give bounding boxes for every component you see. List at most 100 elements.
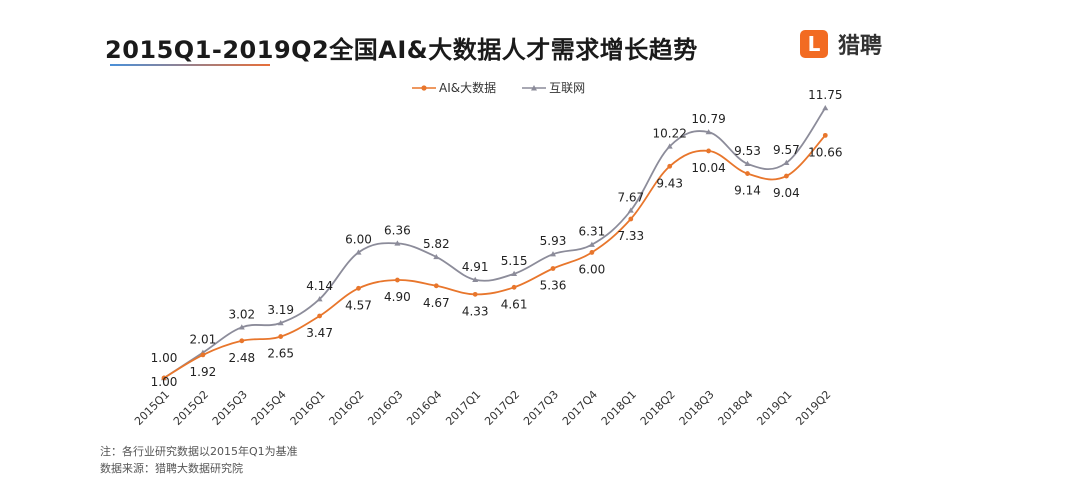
series-line-internet [163, 107, 827, 379]
data-point-ai-2016Q4 [433, 283, 439, 289]
legend-label-internet: 互联网 [549, 81, 586, 95]
footnote-baseline: 注：各行业研究数据以2015年Q1为基准 [100, 445, 298, 458]
x-tick-label-2016Q4: 2016Q4 [404, 388, 444, 428]
data-point-ai-2019Q1 [784, 173, 789, 179]
x-tick-label-2018Q4: 2018Q4 [716, 388, 756, 428]
x-tick-label-2016Q1: 2016Q1 [288, 388, 328, 428]
data-point-internet-2017Q1 [472, 276, 479, 282]
data-point-ai-2015Q1 [161, 375, 167, 381]
data-label-ai-2015Q3: 2.48 [228, 351, 255, 365]
data-label-ai-2015Q1: 1.00 [151, 375, 178, 389]
data-label-internet-2016Q2: 6.00 [345, 232, 372, 246]
data-label-internet-2015Q3: 3.02 [228, 307, 255, 321]
data-point-internet-2016Q1 [316, 296, 323, 302]
data-label-internet-2019Q1: 9.57 [773, 143, 800, 157]
data-point-internet-2015Q3 [238, 324, 245, 330]
data-point-internet-2018Q3 [705, 129, 712, 135]
data-label-internet-2016Q3: 6.36 [384, 223, 411, 237]
data-point-ai-2015Q3 [239, 338, 245, 344]
data-label-ai-2017Q4: 6.00 [579, 262, 606, 276]
data-point-internet-2017Q4 [588, 241, 595, 247]
data-point-ai-2019Q2 [822, 132, 828, 138]
data-label-ai-2018Q3: 10.04 [691, 161, 725, 175]
data-point-internet-2018Q2 [666, 143, 673, 149]
data-label-ai-2015Q2: 1.92 [190, 365, 217, 379]
data-label-internet-2015Q4: 3.19 [267, 303, 294, 317]
x-tick-label-2016Q3: 2016Q3 [365, 388, 405, 428]
data-point-internet-2018Q4 [744, 160, 751, 166]
x-tick-label-2018Q3: 2018Q3 [677, 388, 717, 428]
legend-label-ai: AI&大数据 [439, 81, 497, 95]
data-point-internet-2019Q1 [783, 159, 790, 165]
brand-logo-glyph: L [807, 32, 821, 56]
data-label-internet-2016Q4: 5.82 [423, 237, 450, 251]
x-tick-label-2017Q3: 2017Q3 [521, 388, 561, 428]
x-tick-label-2019Q1: 2019Q1 [754, 388, 794, 428]
brand-name: 猎聘 [838, 34, 883, 59]
x-tick-label-2017Q4: 2017Q4 [560, 388, 600, 428]
data-label-internet-2017Q2: 5.15 [501, 254, 528, 268]
footnotes: 注：各行业研究数据以2015年Q1为基准 数据来源：猎聘大数据研究院 [100, 443, 298, 477]
data-point-internet-2016Q3 [394, 240, 401, 246]
data-label-internet-2015Q2: 2.01 [190, 333, 217, 347]
data-label-ai-2017Q1: 4.33 [462, 304, 489, 318]
x-tick-label-2015Q3: 2015Q3 [210, 388, 250, 428]
x-tick-label-2017Q1: 2017Q1 [443, 388, 483, 428]
x-tick-label-2015Q1: 2015Q1 [132, 388, 172, 428]
data-point-internet-2015Q4 [277, 319, 284, 326]
data-label-ai-2018Q4: 9.14 [734, 184, 761, 198]
data-point-internet-2018Q1 [627, 207, 634, 213]
x-tick-label-2017Q2: 2017Q2 [482, 388, 522, 428]
data-point-ai-2018Q4 [745, 171, 750, 176]
data-point-internet-2019Q2 [822, 105, 829, 111]
data-label-ai-2017Q2: 4.61 [501, 297, 528, 311]
series-line-ai [163, 134, 826, 379]
data-label-internet-2018Q3: 10.79 [691, 112, 725, 126]
data-point-internet-2017Q3 [550, 251, 556, 257]
x-tick-label-2019Q2: 2019Q2 [793, 388, 833, 428]
data-label-internet-2015Q1: 1.00 [151, 351, 178, 365]
data-point-ai-2015Q4 [278, 334, 284, 339]
data-label-internet-2017Q4: 6.31 [579, 225, 606, 239]
data-point-ai-2017Q1 [472, 291, 478, 297]
data-point-ai-2016Q2 [356, 285, 361, 291]
x-tick-label-2018Q1: 2018Q1 [599, 388, 639, 428]
data-label-internet-2018Q1: 7.67 [617, 190, 644, 204]
chart-title: 2015Q1-2019Q2全国AI&大数据人才需求增长趋势 [105, 36, 698, 64]
data-label-ai-2016Q3: 4.90 [384, 290, 411, 304]
legend-item-internet: 互联网 [522, 79, 585, 96]
data-point-internet-2016Q2 [355, 249, 362, 255]
data-label-ai-2019Q2: 10.66 [808, 145, 842, 159]
data-point-ai-2017Q4 [589, 250, 595, 255]
data-point-ai-2016Q3 [395, 277, 400, 283]
footnote-source: 数据来源：猎聘大数据研究院 [100, 462, 243, 475]
x-tick-label-2015Q2: 2015Q2 [171, 388, 211, 428]
data-label-ai-2015Q4: 2.65 [267, 347, 294, 361]
data-label-ai-2016Q1: 3.47 [306, 326, 333, 340]
title-underline [110, 64, 270, 66]
data-label-ai-2018Q2: 9.43 [656, 176, 683, 190]
data-label-internet-2018Q2: 10.22 [653, 126, 687, 140]
data-point-internet-2017Q2 [511, 270, 518, 276]
x-tick-label-2015Q4: 2015Q4 [249, 388, 289, 428]
data-point-ai-2018Q2 [667, 163, 673, 169]
chart-legend: AI&大数据 互联网 [412, 79, 585, 96]
data-label-ai-2019Q1: 9.04 [773, 186, 800, 200]
data-point-ai-2017Q2 [511, 284, 517, 290]
data-label-ai-2016Q4: 4.67 [423, 296, 450, 310]
data-point-ai-2015Q2 [200, 352, 206, 358]
data-point-ai-2018Q1 [628, 216, 634, 222]
data-label-internet-2018Q4: 9.53 [734, 144, 761, 158]
brand: L 猎聘 [800, 28, 882, 60]
brand-logo-icon: L [800, 30, 828, 58]
legend-circle-marker-icon [412, 84, 436, 91]
data-label-internet-2017Q3: 5.93 [540, 234, 567, 248]
x-tick-label-2016Q2: 2016Q2 [327, 388, 367, 428]
data-point-ai-2017Q3 [550, 266, 556, 271]
x-tick-label-2018Q2: 2018Q2 [638, 388, 678, 428]
data-label-internet-2019Q2: 11.75 [808, 88, 842, 102]
data-label-ai-2018Q1: 7.33 [617, 229, 644, 243]
data-label-ai-2016Q2: 4.57 [345, 298, 372, 312]
data-point-internet-2016Q4 [433, 253, 440, 260]
